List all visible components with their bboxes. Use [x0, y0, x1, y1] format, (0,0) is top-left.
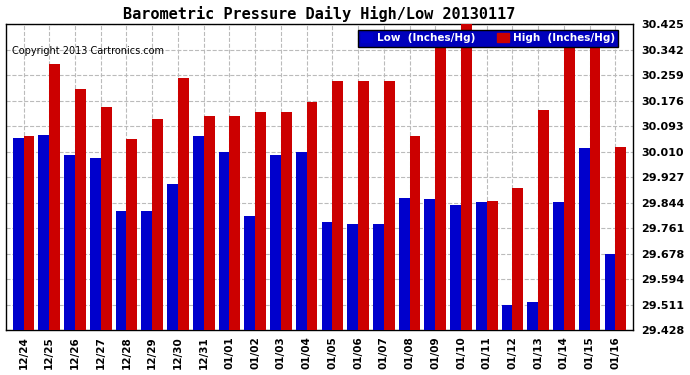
Bar: [435, 38, 446, 330]
Bar: [116, 211, 126, 330]
Bar: [399, 198, 410, 330]
Bar: [296, 152, 306, 330]
Bar: [538, 110, 549, 330]
Bar: [527, 302, 538, 330]
Bar: [450, 206, 461, 330]
Bar: [64, 154, 75, 330]
Bar: [12, 138, 23, 330]
Bar: [358, 81, 369, 330]
Bar: [281, 112, 292, 330]
Bar: [167, 184, 178, 330]
Bar: [553, 202, 564, 330]
Text: Copyright 2013 Cartronics.com: Copyright 2013 Cartronics.com: [12, 45, 164, 56]
Bar: [230, 116, 240, 330]
Bar: [141, 211, 152, 330]
Bar: [90, 158, 101, 330]
Bar: [347, 224, 358, 330]
Bar: [49, 64, 60, 330]
Bar: [513, 188, 523, 330]
Bar: [502, 305, 513, 330]
Bar: [152, 119, 163, 330]
Bar: [615, 147, 627, 330]
Bar: [306, 102, 317, 330]
Bar: [384, 81, 395, 330]
Legend: Low  (Inches/Hg), High  (Inches/Hg): Low (Inches/Hg), High (Inches/Hg): [358, 30, 618, 47]
Bar: [410, 136, 420, 330]
Bar: [204, 116, 215, 330]
Bar: [23, 136, 34, 330]
Bar: [270, 154, 281, 330]
Bar: [590, 46, 600, 330]
Bar: [219, 152, 230, 330]
Bar: [564, 35, 575, 330]
Bar: [604, 254, 615, 330]
Bar: [461, 24, 472, 330]
Bar: [101, 107, 112, 330]
Bar: [373, 224, 384, 330]
Title: Barometric Pressure Daily High/Low 20130117: Barometric Pressure Daily High/Low 20130…: [124, 6, 515, 21]
Bar: [476, 202, 486, 330]
Bar: [178, 78, 189, 330]
Bar: [322, 222, 333, 330]
Bar: [424, 199, 435, 330]
Bar: [255, 112, 266, 330]
Bar: [486, 201, 497, 330]
Bar: [126, 139, 137, 330]
Bar: [333, 81, 343, 330]
Bar: [579, 148, 590, 330]
Bar: [193, 136, 204, 330]
Bar: [39, 135, 49, 330]
Bar: [75, 88, 86, 330]
Bar: [244, 216, 255, 330]
